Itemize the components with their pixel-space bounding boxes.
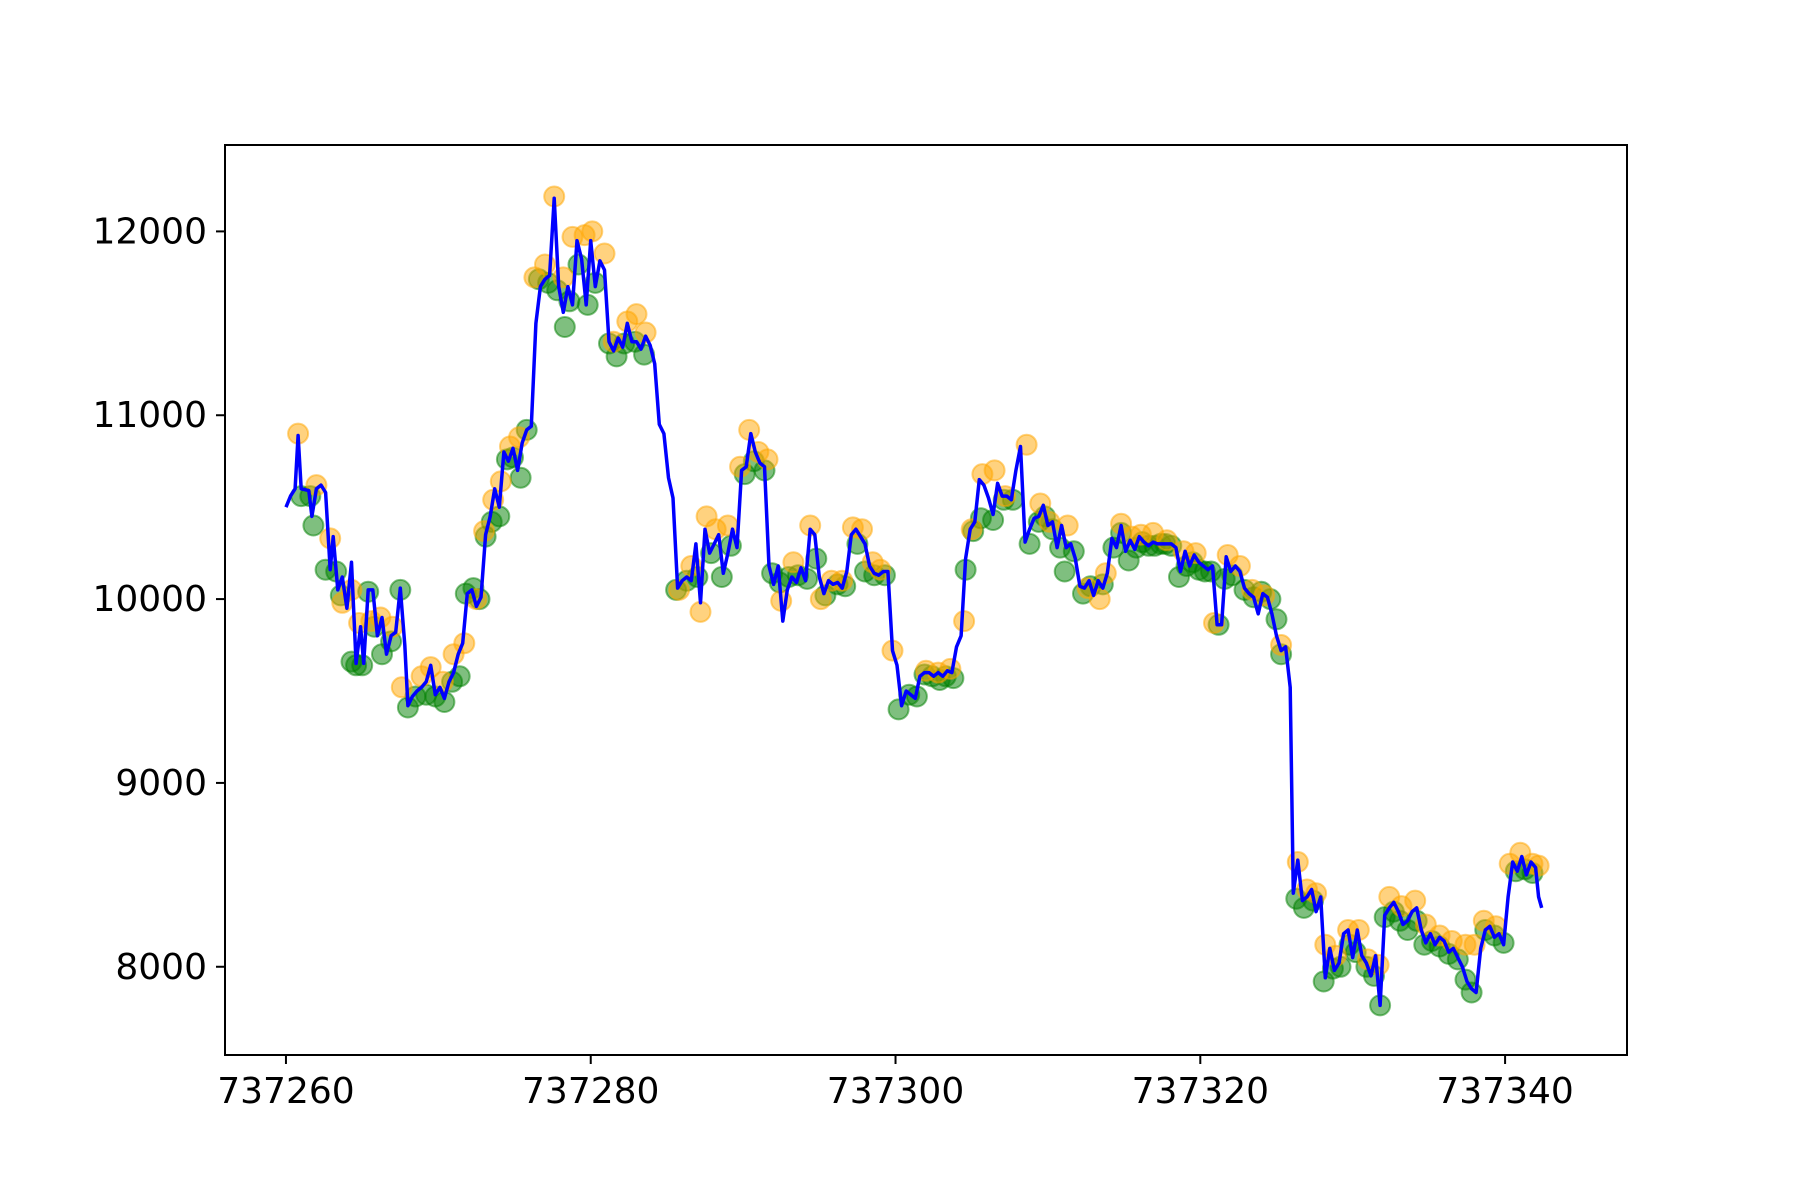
high-marker-point (756, 448, 779, 471)
low-marker-point (302, 514, 325, 537)
x-tick-label: 737280 (522, 1071, 659, 1112)
price-line-series (284, 196, 1544, 1008)
y-tick-label: 8000 (115, 947, 207, 988)
high-marker-point (593, 242, 616, 265)
low-marker-point (1460, 981, 1483, 1004)
high-marker-point (1203, 612, 1225, 634)
y-tick-label: 10000 (92, 579, 207, 620)
y-tick-label: 9000 (115, 763, 207, 804)
high-marker-point (809, 588, 832, 611)
high-marker-point (1527, 854, 1550, 877)
y-tick-label: 12000 (92, 211, 207, 252)
low-marker-point (1265, 608, 1288, 631)
y-tick-label: 11000 (92, 395, 207, 436)
x-tick-label: 737260 (217, 1071, 354, 1112)
high-marker-point (689, 600, 712, 623)
x-tick-label: 737320 (1132, 1071, 1269, 1112)
low-marker-point (1018, 532, 1041, 555)
y-axis-ticks: 8000 9000 10000 11000 12000 (92, 211, 225, 988)
low-marker-point (509, 466, 532, 489)
high-marker-point (782, 551, 805, 574)
high-marker-point (668, 578, 691, 601)
x-tick-label: 737300 (827, 1071, 964, 1112)
x-tick-label: 737340 (1436, 1071, 1573, 1112)
price-line (284, 196, 1544, 1008)
low-marker-point (1053, 560, 1076, 583)
high-marker-point (1038, 510, 1061, 533)
high-marker-point (634, 321, 657, 344)
high-marker-point (581, 220, 604, 243)
high-marker-point (625, 303, 648, 326)
low-marker-point (553, 316, 576, 338)
high-marker-point (983, 459, 1006, 482)
x-axis-ticks: 737260 737280 737300 737320 737340 (217, 1055, 1574, 1112)
